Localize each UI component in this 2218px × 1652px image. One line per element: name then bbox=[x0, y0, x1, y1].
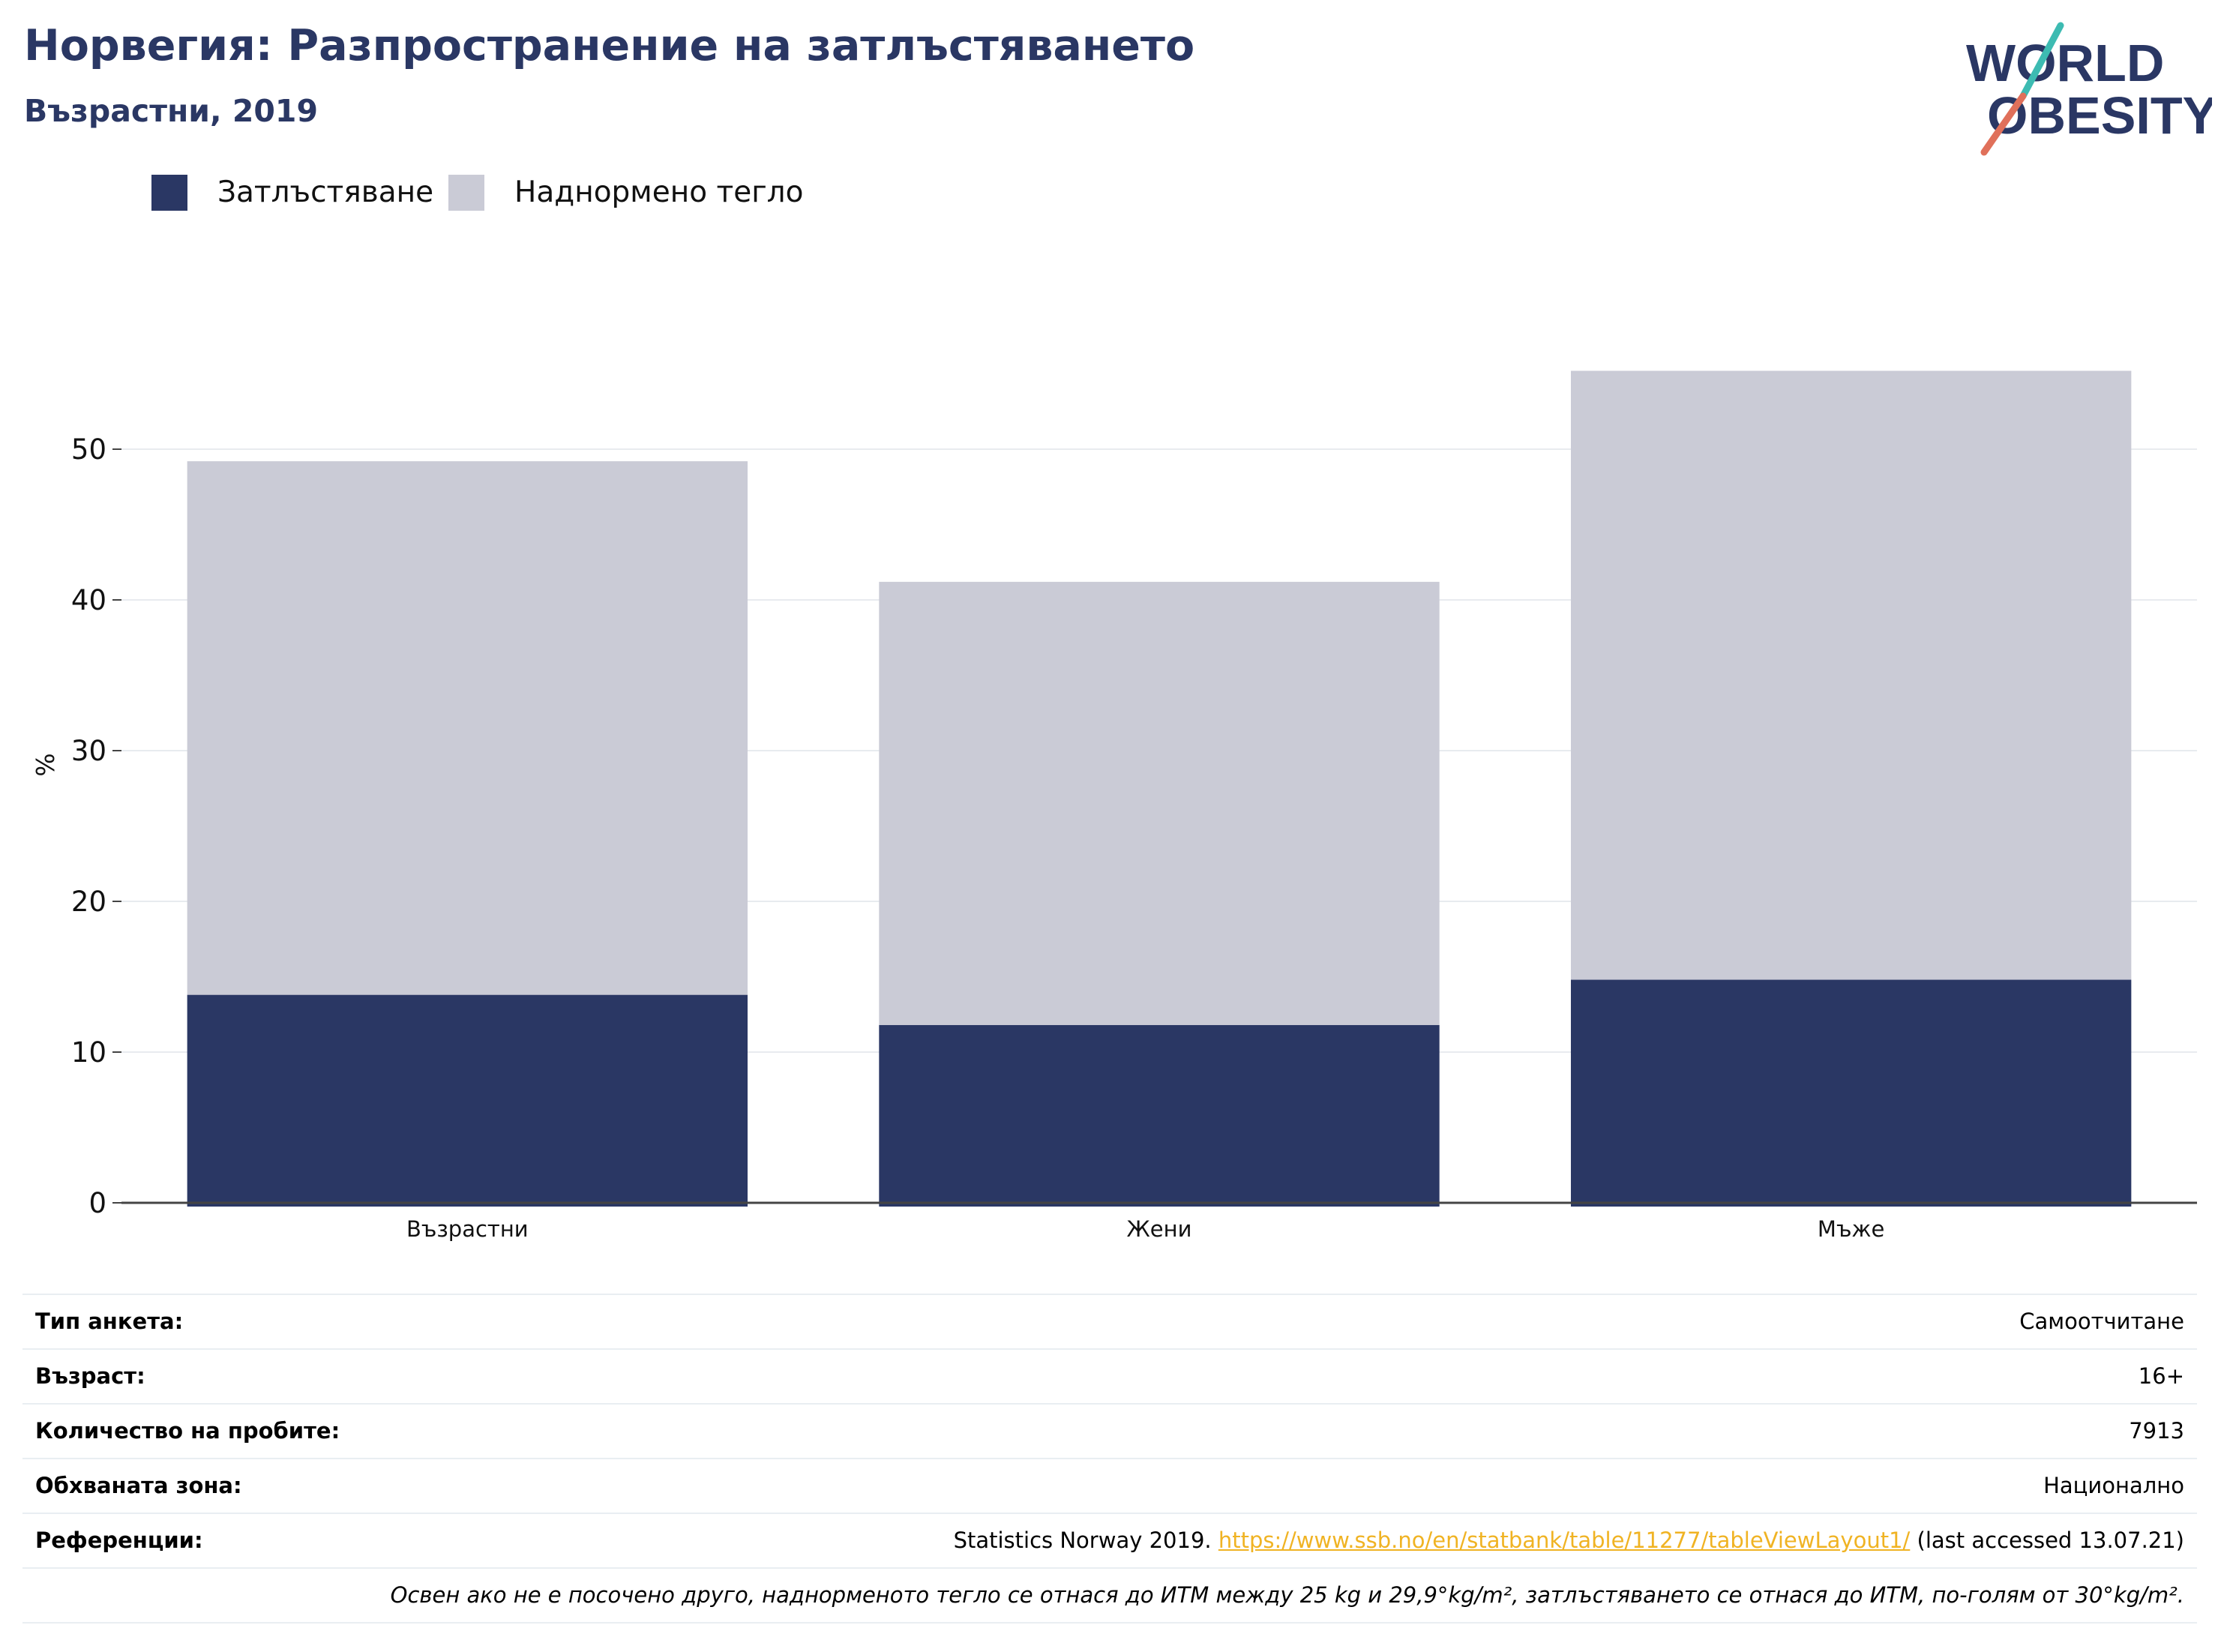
info-value: 7913 bbox=[2129, 1418, 2184, 1444]
y-tick-label: 30 bbox=[71, 735, 106, 767]
info-row-age: Възраст: 16+ bbox=[22, 1348, 2197, 1403]
info-row-references: Референции: Statistics Norway 2019. http… bbox=[22, 1513, 2197, 1567]
info-row-note: Освен ако не е посочено друго, наднормен… bbox=[22, 1567, 2197, 1624]
reference-link[interactable]: https://www.ssb.no/en/statbank/table/112… bbox=[1218, 1528, 1911, 1553]
reference-accessed-text: (last accessed 13.07.21) bbox=[1910, 1528, 2185, 1553]
info-label: Количество на пробите: bbox=[35, 1418, 340, 1444]
info-row-survey-type: Тип анкета: Самоотчитане bbox=[22, 1294, 2197, 1348]
y-tick-label: 0 bbox=[88, 1187, 106, 1219]
y-tick-label: 10 bbox=[71, 1036, 106, 1069]
x-tick-label: Възрастни bbox=[406, 1216, 529, 1242]
info-value: Самоотчитане bbox=[2019, 1309, 2184, 1334]
legend-label-overweight: Наднормено тегло bbox=[514, 175, 804, 209]
definition-note: Освен ако не е посочено друго, наднормен… bbox=[390, 1582, 2184, 1608]
y-tick-label: 40 bbox=[71, 584, 106, 616]
legend-swatch-obesity bbox=[151, 175, 187, 211]
reference-source-text: Statistics Norway 2019. bbox=[953, 1528, 1218, 1553]
info-value: Национално bbox=[2043, 1473, 2184, 1498]
logo-teal-stroke bbox=[2019, 22, 2064, 100]
bar-obesity bbox=[187, 994, 748, 1207]
info-value: 16+ bbox=[2138, 1363, 2184, 1389]
bar-overweight bbox=[1570, 370, 2132, 980]
bar-obesity bbox=[1570, 979, 2132, 1207]
world-obesity-logo: WORLD OBESITY bbox=[1966, 22, 2212, 156]
info-label: Тип анкета: bbox=[35, 1309, 184, 1334]
bar-overweight bbox=[879, 581, 1440, 1025]
x-tick-label: Мъже bbox=[1818, 1216, 1884, 1242]
info-row-coverage: Обхваната зона: Национално bbox=[22, 1458, 2197, 1513]
logo-coral-stroke bbox=[1980, 92, 2027, 156]
x-tick-label: Жени bbox=[1127, 1216, 1192, 1242]
bar-overweight bbox=[187, 461, 748, 995]
info-row-sample-size: Количество на пробите: 7913 bbox=[22, 1403, 2197, 1458]
chart-subtitle: Възрастни, 2019 bbox=[24, 93, 318, 129]
info-label: Референции: bbox=[35, 1528, 203, 1553]
info-label: Обхваната зона: bbox=[35, 1473, 242, 1498]
y-tick-label: 50 bbox=[71, 433, 106, 466]
y-tick-label: 20 bbox=[71, 886, 106, 918]
logo-word-world: WORLD bbox=[1966, 34, 2164, 92]
stacked-bar-chart: 0 10 20 30 40 50% Възрастни Жени Мъже bbox=[31, 370, 2197, 1242]
legend-swatch-overweight bbox=[448, 175, 484, 211]
y-axis-label: % bbox=[31, 753, 60, 776]
info-label: Възраст: bbox=[35, 1363, 145, 1389]
chart-title: Норвегия: Разпространение на затлъстяван… bbox=[24, 21, 1195, 70]
legend-label-obesity: Затлъстяване bbox=[217, 175, 434, 209]
info-value: Statistics Norway 2019. https://www.ssb.… bbox=[954, 1514, 2184, 1567]
survey-info-table: Тип анкета: Самоотчитане Възраст: 16+ Ко… bbox=[22, 1294, 2197, 1624]
bar-obesity bbox=[879, 1024, 1440, 1207]
